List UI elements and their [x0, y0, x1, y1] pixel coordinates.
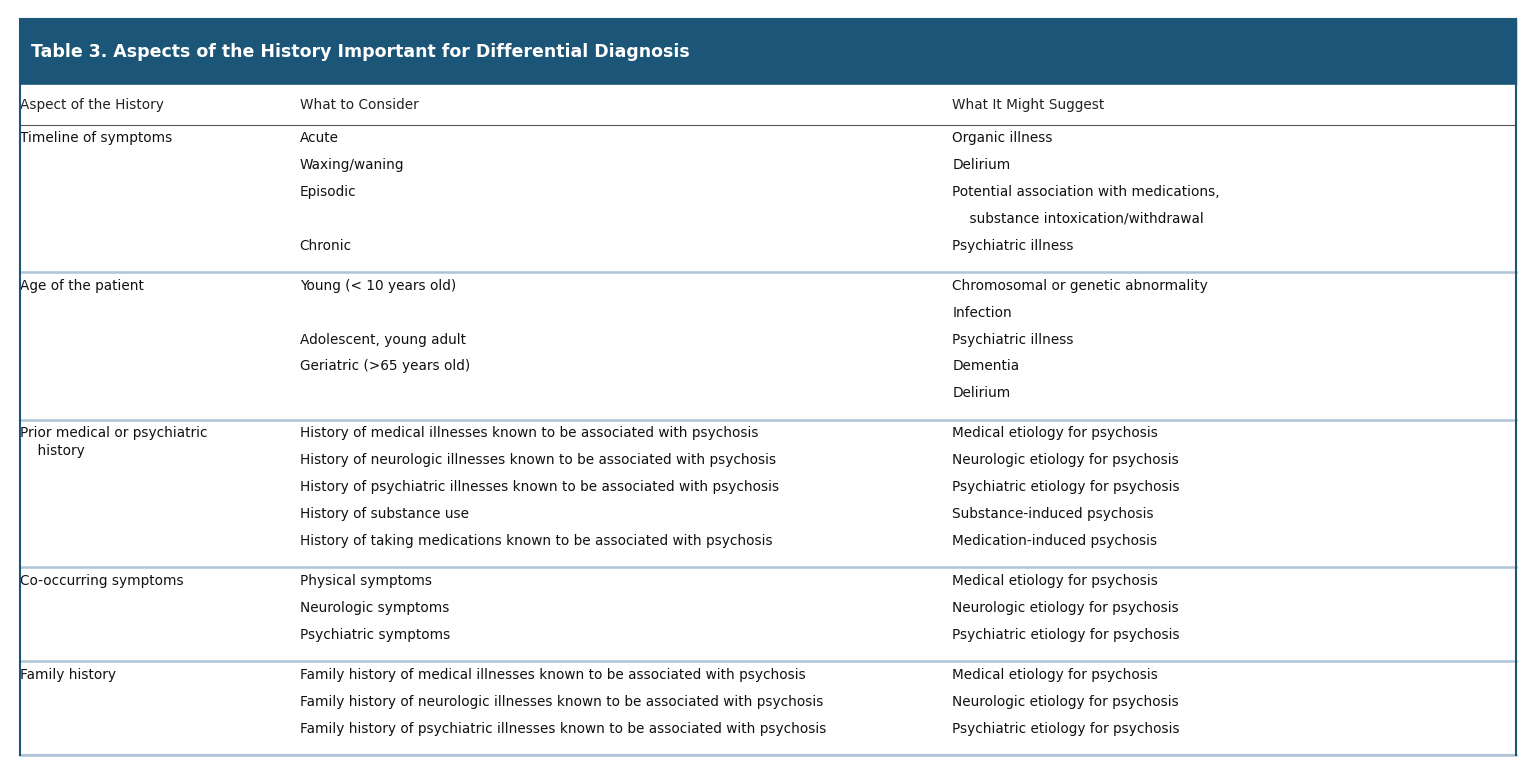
Text: Neurologic etiology for psychosis: Neurologic etiology for psychosis — [952, 601, 1180, 615]
Text: Waxing/waning: Waxing/waning — [300, 158, 404, 172]
Text: Physical symptoms: Physical symptoms — [300, 574, 432, 588]
Text: Psychiatric illness: Psychiatric illness — [952, 238, 1074, 252]
Text: Family history of neurologic illnesses known to be associated with psychosis: Family history of neurologic illnesses k… — [300, 694, 823, 709]
Text: History of medical illnesses known to be associated with psychosis: History of medical illnesses known to be… — [300, 427, 759, 441]
Bar — [20, 125, 1516, 272]
Text: Family history: Family history — [20, 668, 117, 682]
Text: Family history of medical illnesses known to be associated with psychosis: Family history of medical illnesses know… — [300, 668, 805, 682]
Text: Adolescent, young adult: Adolescent, young adult — [300, 332, 465, 347]
Text: Acute: Acute — [300, 131, 338, 145]
Text: Medication-induced psychosis: Medication-induced psychosis — [952, 534, 1158, 548]
Text: Neurologic etiology for psychosis: Neurologic etiology for psychosis — [952, 694, 1180, 709]
Text: Psychiatric illness: Psychiatric illness — [952, 332, 1074, 347]
Text: Neurologic etiology for psychosis: Neurologic etiology for psychosis — [952, 453, 1180, 468]
Text: Aspect of the History: Aspect of the History — [20, 98, 164, 112]
Text: Infection: Infection — [952, 306, 1012, 320]
Text: What It Might Suggest: What It Might Suggest — [952, 98, 1104, 112]
Text: Substance-induced psychosis: Substance-induced psychosis — [952, 507, 1154, 521]
Text: Co-occurring symptoms: Co-occurring symptoms — [20, 574, 184, 588]
Text: Table 3. Aspects of the History Important for Differential Diagnosis: Table 3. Aspects of the History Importan… — [31, 43, 690, 61]
Text: substance intoxication/withdrawal: substance intoxication/withdrawal — [952, 211, 1204, 226]
Text: Timeline of symptoms: Timeline of symptoms — [20, 131, 172, 145]
Bar — [20, 19, 1516, 85]
Text: What to Consider: What to Consider — [300, 98, 418, 112]
Text: Family history of psychiatric illnesses known to be associated with psychosis: Family history of psychiatric illnesses … — [300, 721, 826, 736]
Bar — [20, 568, 1516, 661]
Text: Delirium: Delirium — [952, 386, 1011, 400]
Text: Dementia: Dementia — [952, 359, 1020, 373]
Text: Psychiatric etiology for psychosis: Psychiatric etiology for psychosis — [952, 721, 1180, 736]
Text: Chromosomal or genetic abnormality: Chromosomal or genetic abnormality — [952, 279, 1209, 293]
Text: History of substance use: History of substance use — [300, 507, 468, 521]
Text: History of psychiatric illnesses known to be associated with psychosis: History of psychiatric illnesses known t… — [300, 480, 779, 494]
Text: History of neurologic illnesses known to be associated with psychosis: History of neurologic illnesses known to… — [300, 453, 776, 468]
Text: Medical etiology for psychosis: Medical etiology for psychosis — [952, 668, 1158, 682]
Bar — [20, 272, 1516, 420]
Text: Medical etiology for psychosis: Medical etiology for psychosis — [952, 427, 1158, 441]
Text: Psychiatric etiology for psychosis: Psychiatric etiology for psychosis — [952, 628, 1180, 641]
Text: Episodic: Episodic — [300, 185, 356, 199]
Text: Chronic: Chronic — [300, 238, 352, 252]
Text: Medical etiology for psychosis: Medical etiology for psychosis — [952, 574, 1158, 588]
Text: Prior medical or psychiatric
    history: Prior medical or psychiatric history — [20, 427, 207, 458]
Text: Organic illness: Organic illness — [952, 131, 1052, 145]
Text: Age of the patient: Age of the patient — [20, 279, 144, 293]
Bar — [20, 420, 1516, 568]
Bar — [20, 661, 1516, 755]
Text: Geriatric (>65 years old): Geriatric (>65 years old) — [300, 359, 470, 373]
Bar — [20, 85, 1516, 125]
Text: History of taking medications known to be associated with psychosis: History of taking medications known to b… — [300, 534, 773, 548]
Text: Potential association with medications,: Potential association with medications, — [952, 185, 1220, 199]
Text: Young (< 10 years old): Young (< 10 years old) — [300, 279, 456, 293]
Text: Psychiatric symptoms: Psychiatric symptoms — [300, 628, 450, 641]
Text: Psychiatric etiology for psychosis: Psychiatric etiology for psychosis — [952, 480, 1180, 494]
Text: Delirium: Delirium — [952, 158, 1011, 172]
Text: Neurologic symptoms: Neurologic symptoms — [300, 601, 449, 615]
